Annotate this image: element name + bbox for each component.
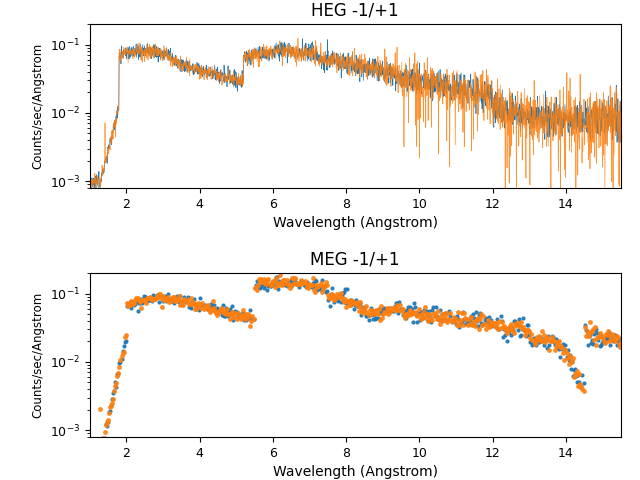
Title: HEG -1/+1: HEG -1/+1 [312, 1, 399, 20]
X-axis label: Wavelength (Angstrom): Wavelength (Angstrom) [273, 216, 438, 230]
Y-axis label: Counts/sec/Angstrom: Counts/sec/Angstrom [31, 292, 44, 418]
Y-axis label: Counts/sec/Angstrom: Counts/sec/Angstrom [31, 43, 44, 169]
X-axis label: Wavelength (Angstrom): Wavelength (Angstrom) [273, 465, 438, 479]
Title: MEG -1/+1: MEG -1/+1 [310, 251, 400, 269]
